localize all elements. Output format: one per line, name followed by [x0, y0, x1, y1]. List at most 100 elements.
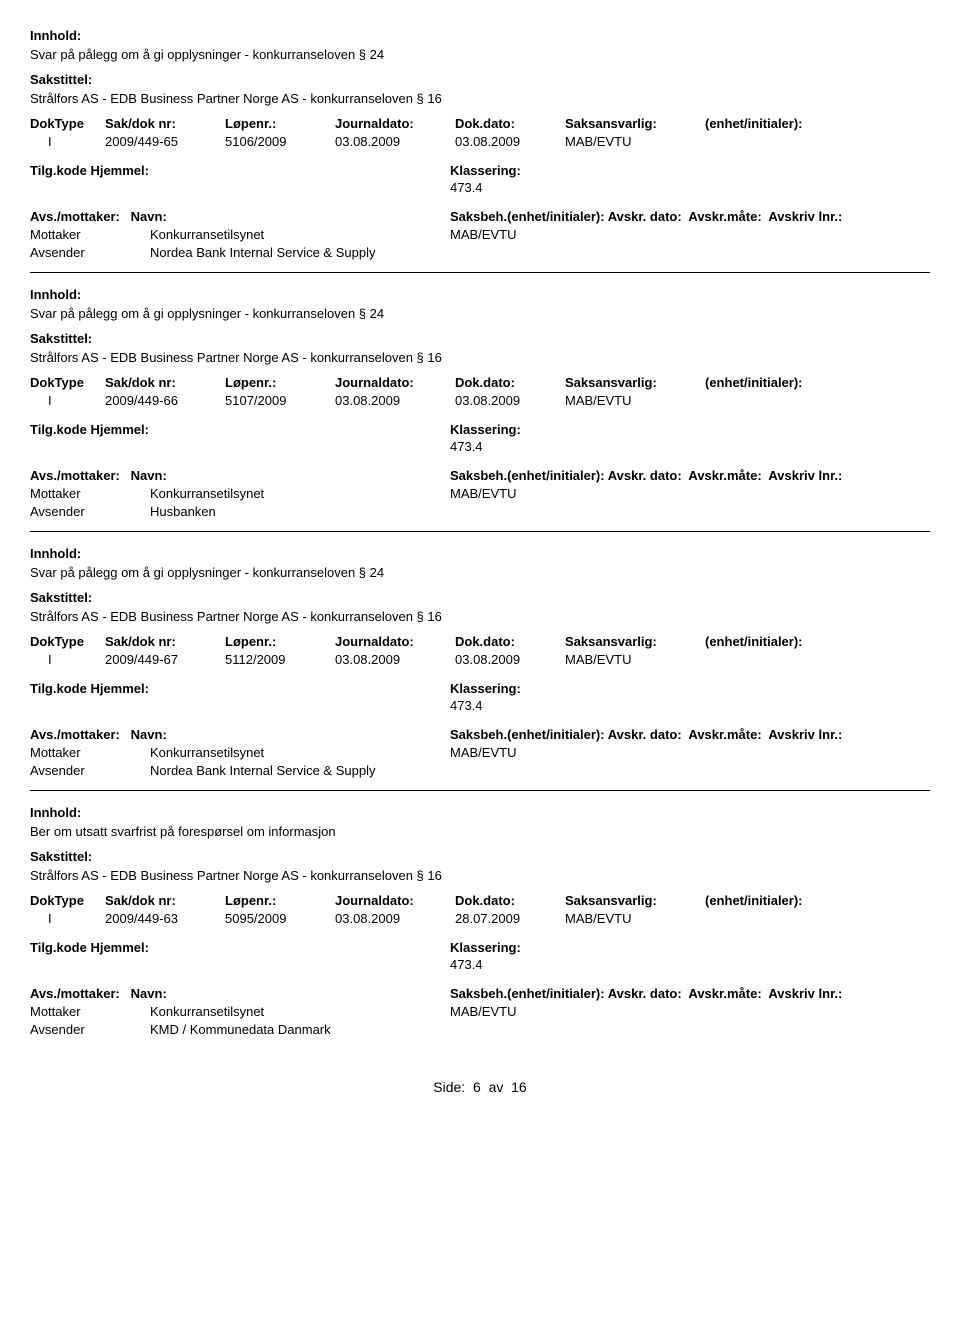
dokdato-label: Dok.dato:	[455, 116, 565, 131]
mottaker-saksbeh: MAB/EVTU	[450, 486, 516, 501]
doktype-label: DokType	[30, 634, 105, 649]
lopenr-label: Løpenr.:	[225, 116, 335, 131]
navn-label: Navn:	[131, 727, 167, 742]
doktype-value: I	[30, 652, 105, 667]
tilg-klass-row: Tilg.kode Hjemmel: Klassering:	[30, 163, 930, 178]
saksansvarlig-label: Saksansvarlig:	[565, 116, 705, 131]
lopenr-value: 5095/2009	[225, 911, 335, 926]
av-label: av	[489, 1079, 504, 1095]
avsender-role: Avsender	[30, 245, 150, 260]
saksansvarlig-value: MAB/EVTU	[565, 652, 705, 667]
klassering-value: 473.4	[450, 698, 930, 713]
tilg-klass-row: Tilg.kode Hjemmel: Klassering:	[30, 940, 930, 955]
party-header-row: Avs./mottaker: Navn: Saksbeh.(enhet/init…	[30, 209, 930, 224]
hjemmel-label: Hjemmel:	[90, 422, 149, 437]
avsender-row: Avsender Nordea Bank Internal Service & …	[30, 245, 930, 260]
tilgkode-label: Tilg.kode	[30, 940, 87, 955]
sakstittel-label: Sakstittel:	[30, 331, 930, 346]
avsender-row: Avsender Husbanken	[30, 504, 930, 519]
doktype-value: I	[30, 393, 105, 408]
sakdok-label: Sak/dok nr:	[105, 893, 225, 908]
dokdato-value: 28.07.2009	[455, 911, 565, 926]
saksansvarlig-label: Saksansvarlig:	[565, 893, 705, 908]
mottaker-name: Konkurransetilsynet	[150, 227, 450, 242]
lopenr-label: Løpenr.:	[225, 375, 335, 390]
enhet-label: (enhet/initialer):	[705, 893, 865, 908]
innhold-text: Svar på pålegg om å gi opplysninger - ko…	[30, 306, 930, 321]
avskriv-lnr-label: Avskriv lnr.:	[768, 209, 842, 224]
mottaker-saksbeh: MAB/EVTU	[450, 1004, 516, 1019]
avskr-dato-label: Avskr. dato:	[608, 727, 682, 742]
side-label: Side:	[433, 1079, 465, 1095]
tilgkode-label: Tilg.kode	[30, 163, 87, 178]
lopenr-label: Løpenr.:	[225, 893, 335, 908]
mottaker-role: Mottaker	[30, 227, 150, 242]
hjemmel-label: Hjemmel:	[90, 940, 149, 955]
enhet-label: (enhet/initialer):	[705, 116, 865, 131]
dokdato-label: Dok.dato:	[455, 375, 565, 390]
mottaker-name: Konkurransetilsynet	[150, 1004, 450, 1019]
avskr-mate-label: Avskr.måte:	[688, 986, 761, 1001]
journaldato-label: Journaldato:	[335, 893, 455, 908]
avskr-mate-label: Avskr.måte:	[688, 727, 761, 742]
doktype-label: DokType	[30, 893, 105, 908]
enhet-label: (enhet/initialer):	[705, 634, 865, 649]
innhold-label: Innhold:	[30, 28, 930, 43]
avsmottaker-label: Avs./mottaker:	[30, 986, 120, 1001]
innhold-text: Svar på pålegg om å gi opplysninger - ko…	[30, 47, 930, 62]
klassering-label: Klassering:	[450, 422, 521, 437]
saksbeh-label: Saksbeh.(enhet/initialer):	[450, 468, 605, 483]
lopenr-value: 5107/2009	[225, 393, 335, 408]
mottaker-role: Mottaker	[30, 745, 150, 760]
klassering-value: 473.4	[450, 439, 930, 454]
meta-value-row: I 2009/449-65 5106/2009 03.08.2009 03.08…	[30, 134, 930, 149]
dokdato-value: 03.08.2009	[455, 134, 565, 149]
mottaker-row: Mottaker Konkurransetilsynet MAB/EVTU	[30, 486, 930, 501]
party-header-row: Avs./mottaker: Navn: Saksbeh.(enhet/init…	[30, 986, 930, 1001]
dokdato-value: 03.08.2009	[455, 393, 565, 408]
saksbeh-label: Saksbeh.(enhet/initialer):	[450, 727, 605, 742]
doktype-label: DokType	[30, 116, 105, 131]
saksansvarlig-value: MAB/EVTU	[565, 393, 705, 408]
dokdato-value: 03.08.2009	[455, 652, 565, 667]
navn-label: Navn:	[131, 209, 167, 224]
journal-record: Innhold: Svar på pålegg om å gi opplysni…	[30, 546, 930, 791]
avsmottaker-label: Avs./mottaker:	[30, 209, 120, 224]
klassering-label: Klassering:	[450, 940, 521, 955]
sakdok-value: 2009/449-66	[105, 393, 225, 408]
journaldato-value: 03.08.2009	[335, 134, 455, 149]
avsender-role: Avsender	[30, 504, 150, 519]
klassering-value: 473.4	[450, 957, 930, 972]
party-header-row: Avs./mottaker: Navn: Saksbeh.(enhet/init…	[30, 727, 930, 742]
innhold-label: Innhold:	[30, 287, 930, 302]
avsender-name: Nordea Bank Internal Service & Supply	[150, 763, 450, 778]
avsmottaker-label: Avs./mottaker:	[30, 727, 120, 742]
avsender-role: Avsender	[30, 763, 150, 778]
lopenr-value: 5106/2009	[225, 134, 335, 149]
sakstittel-label: Sakstittel:	[30, 590, 930, 605]
saksansvarlig-label: Saksansvarlig:	[565, 634, 705, 649]
journal-record: Innhold: Svar på pålegg om å gi opplysni…	[30, 28, 930, 273]
sakstittel-text: Strålfors AS - EDB Business Partner Norg…	[30, 868, 930, 883]
dokdato-label: Dok.dato:	[455, 634, 565, 649]
avsender-name: KMD / Kommunedata Danmark	[150, 1022, 450, 1037]
sakstittel-text: Strålfors AS - EDB Business Partner Norg…	[30, 609, 930, 624]
doktype-label: DokType	[30, 375, 105, 390]
innhold-text: Svar på pålegg om å gi opplysninger - ko…	[30, 565, 930, 580]
mottaker-saksbeh: MAB/EVTU	[450, 227, 516, 242]
innhold-label: Innhold:	[30, 805, 930, 820]
avsender-name: Husbanken	[150, 504, 450, 519]
sakstittel-text: Strålfors AS - EDB Business Partner Norg…	[30, 91, 930, 106]
avskr-dato-label: Avskr. dato:	[608, 209, 682, 224]
avsender-row: Avsender KMD / Kommunedata Danmark	[30, 1022, 930, 1037]
sakstittel-text: Strålfors AS - EDB Business Partner Norg…	[30, 350, 930, 365]
tilg-klass-row: Tilg.kode Hjemmel: Klassering:	[30, 681, 930, 696]
avsender-row: Avsender Nordea Bank Internal Service & …	[30, 763, 930, 778]
mottaker-name: Konkurransetilsynet	[150, 745, 450, 760]
klassering-value: 473.4	[450, 180, 930, 195]
sakdok-label: Sak/dok nr:	[105, 116, 225, 131]
hjemmel-label: Hjemmel:	[90, 163, 149, 178]
mottaker-role: Mottaker	[30, 486, 150, 501]
journaldato-value: 03.08.2009	[335, 911, 455, 926]
party-header-row: Avs./mottaker: Navn: Saksbeh.(enhet/init…	[30, 468, 930, 483]
